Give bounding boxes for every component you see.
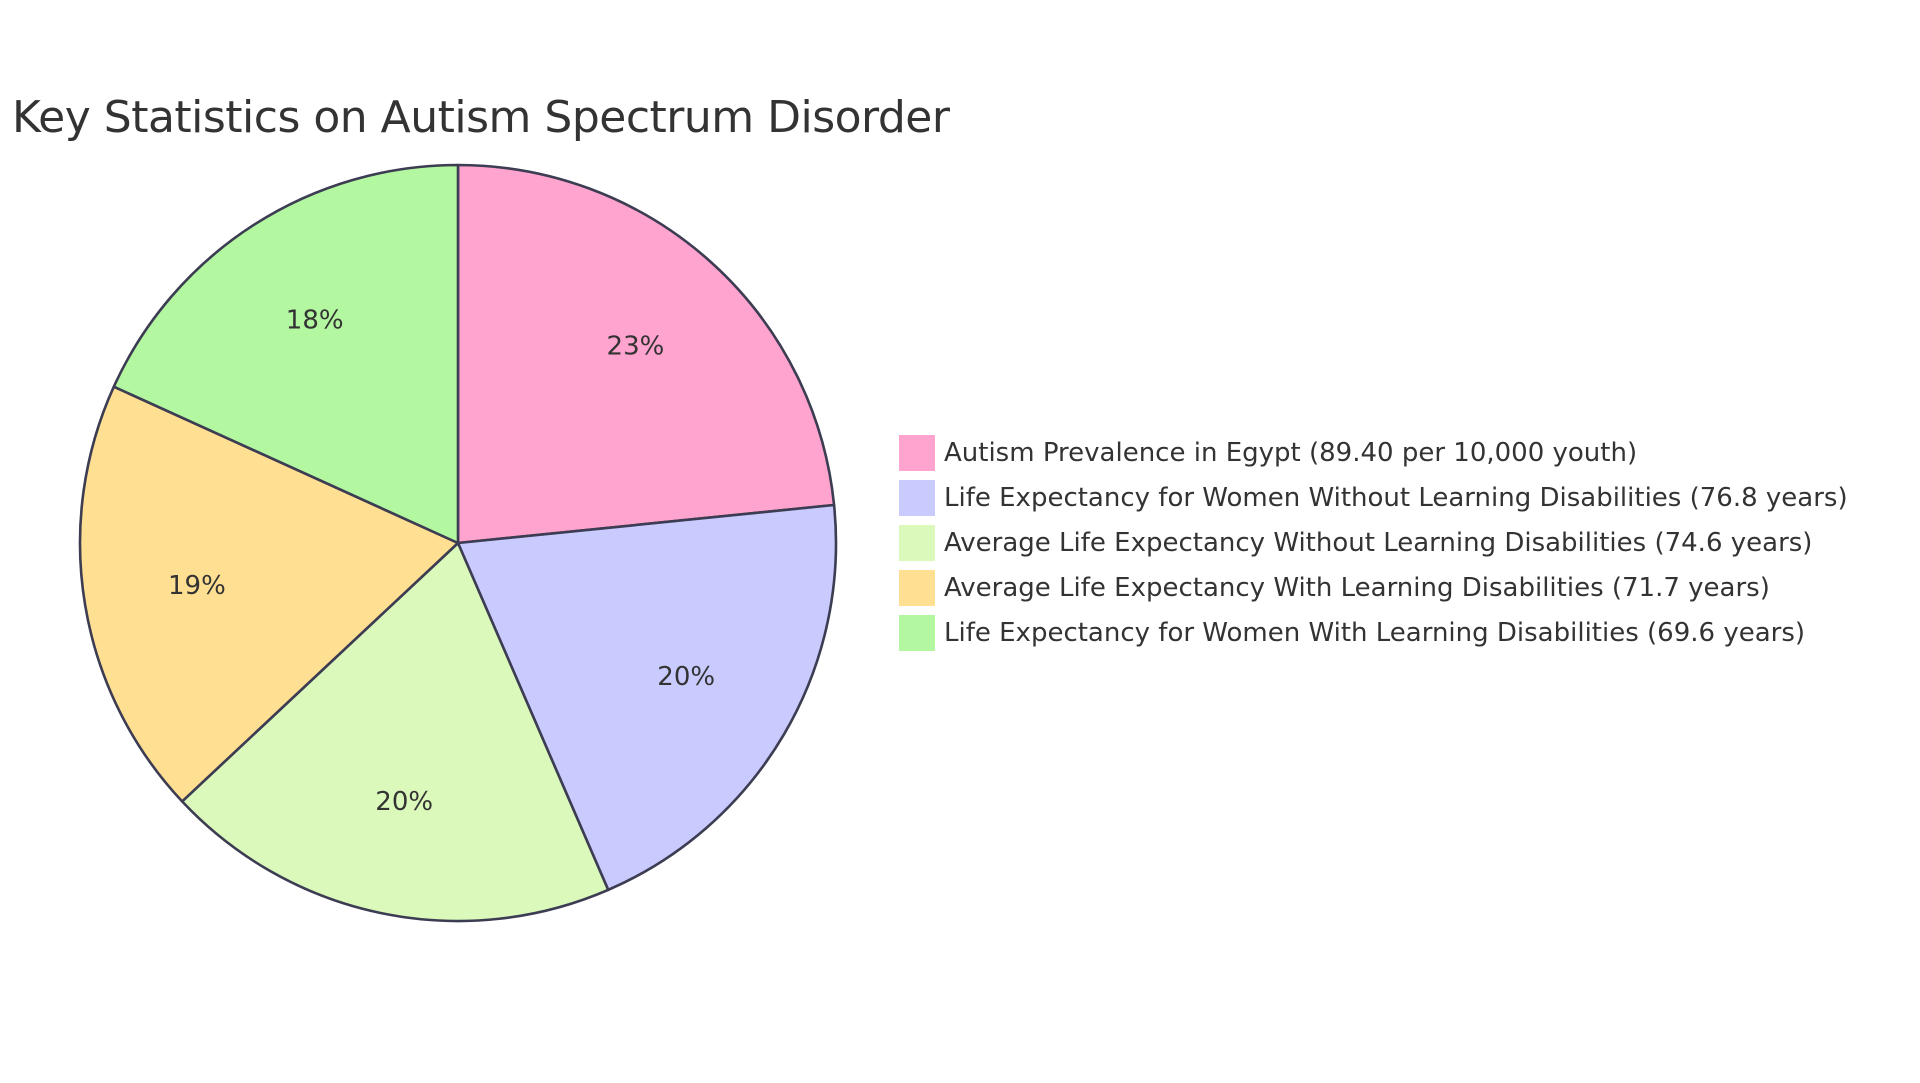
legend-label: Life Expectancy for Women With Learning … <box>944 617 1806 648</box>
legend-item: Life Expectancy for Women Without Learni… <box>898 475 1848 520</box>
slice-percent-label: 19% <box>168 571 226 601</box>
pie-slice <box>456 503 838 892</box>
legend-item: Average Life Expectancy Without Learning… <box>898 520 1848 565</box>
legend-swatch <box>898 613 936 652</box>
slice-percent-label: 20% <box>375 787 433 817</box>
legend-swatch <box>898 568 936 607</box>
legend-label: Life Expectancy for Women Without Learni… <box>944 482 1848 513</box>
pie-slice <box>112 163 460 545</box>
legend-item: Autism Prevalence in Egypt (89.40 per 10… <box>898 430 1848 475</box>
pie-slice <box>78 385 460 803</box>
legend-label: Average Life Expectancy Without Learning… <box>944 527 1813 558</box>
legend-item: Average Life Expectancy With Learning Di… <box>898 565 1848 610</box>
slice-percent-label: 18% <box>286 306 344 336</box>
legend-swatch <box>898 478 936 517</box>
pie-slice <box>180 541 610 923</box>
pie-slices <box>78 163 838 923</box>
pie-chart: 23% 20% 20% 19% 18% <box>78 163 838 923</box>
legend-item: Life Expectancy for Women With Learning … <box>898 610 1848 655</box>
chart-title: Key Statistics on Autism Spectrum Disord… <box>12 92 950 143</box>
slice-percent-label: 20% <box>657 662 715 692</box>
legend-label: Average Life Expectancy With Learning Di… <box>944 572 1770 603</box>
legend-swatch <box>898 523 936 562</box>
legend: Autism Prevalence in Egypt (89.40 per 10… <box>898 430 1848 655</box>
legend-label: Autism Prevalence in Egypt (89.40 per 10… <box>944 437 1638 468</box>
pie-slice <box>456 163 836 545</box>
pie-slice-labels: 23% 20% 20% 19% 18% <box>168 306 715 818</box>
legend-swatch <box>898 433 936 472</box>
slice-percent-label: 23% <box>607 332 665 362</box>
